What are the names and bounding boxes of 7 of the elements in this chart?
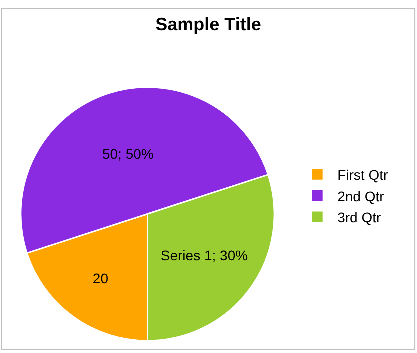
data-label: 50; 50%: [102, 146, 154, 162]
chart-title: Sample Title: [156, 14, 262, 34]
data-label: Series 1; 30%: [160, 247, 248, 264]
legend-label: 3rd Qtr: [338, 209, 382, 226]
data-label: 20: [92, 270, 109, 287]
legend-label: 2nd Qtr: [338, 188, 385, 204]
legend-label: First Qtr: [338, 167, 388, 184]
